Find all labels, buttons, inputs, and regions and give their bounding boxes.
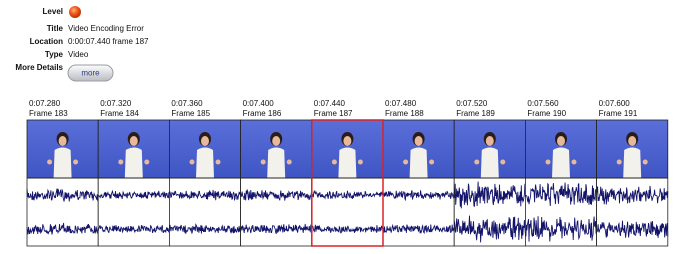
person-hand [500, 160, 505, 165]
person-body [552, 148, 570, 179]
person-body [54, 148, 72, 179]
frame-time: 0:07.320 [100, 99, 132, 108]
field-label: Level [43, 7, 63, 16]
frame-number: Frame 187 [314, 109, 353, 118]
level-indicator [69, 6, 81, 18]
person-face [59, 136, 67, 146]
frame-time: 0:07.280 [29, 99, 61, 108]
person-hand [429, 160, 434, 165]
person-face [486, 136, 494, 146]
frame-number: Frame 183 [29, 109, 68, 118]
more-button[interactable]: more [68, 65, 113, 81]
field-label: Type [45, 50, 64, 59]
person-face [130, 136, 138, 146]
frame-time: 0:07.600 [599, 99, 631, 108]
error-detail-view: Level Title Video Encoding Error Location 0:… [0, 0, 677, 249]
person-body [623, 148, 641, 179]
person-body [125, 148, 143, 179]
frame-time: 0:07.360 [171, 99, 203, 108]
person-body [267, 148, 285, 179]
person-hand [617, 160, 622, 165]
waveform-bg [383, 178, 454, 246]
field-label: Location [30, 37, 63, 46]
field-value: Video Encoding Error [68, 24, 144, 33]
frame-number: Frame 189 [456, 109, 495, 118]
waveform-bg [169, 178, 240, 246]
frame-number: Frame 188 [385, 109, 424, 118]
frame-time: 0:07.520 [456, 99, 488, 108]
field-label: Title [47, 24, 64, 33]
person-hand [546, 160, 551, 165]
person-body [196, 148, 214, 179]
person-hand [287, 160, 292, 165]
person-body [338, 148, 356, 179]
waveform-bg [98, 178, 169, 246]
person-hand [118, 160, 123, 165]
field-value: 0:00:07.440 frame 187 [68, 37, 149, 46]
waveform-bg [241, 178, 312, 246]
button-label: more [81, 69, 100, 78]
person-hand [474, 160, 479, 165]
person-hand [73, 160, 78, 165]
person-hand [643, 160, 648, 165]
frame-time: 0:07.480 [385, 99, 417, 108]
person-hand [572, 160, 577, 165]
frame-number: Frame 190 [527, 109, 566, 118]
person-hand [332, 160, 337, 165]
person-hand [47, 160, 52, 165]
person-face [557, 136, 565, 146]
person-face [201, 136, 209, 146]
person-hand [216, 160, 221, 165]
page: {"details": { "fields": [ {"label": "Lev… [0, 0, 677, 249]
field-value: Video [68, 50, 89, 59]
frame-time: 0:07.440 [314, 99, 346, 108]
frame-number: Frame 186 [243, 109, 282, 118]
person-body [481, 148, 499, 179]
person-face [343, 136, 351, 146]
person-face [628, 136, 636, 146]
frame-number: Frame 184 [100, 109, 139, 118]
waveform-bg [312, 178, 383, 246]
person-hand [190, 160, 195, 165]
details-panel: Level Title Video Encoding Error Location 0:… [15, 6, 149, 81]
waveform-bg [27, 178, 98, 246]
person-body [410, 148, 428, 179]
person-hand [403, 160, 408, 165]
person-hand [358, 160, 363, 165]
frame-time: 0:07.400 [243, 99, 275, 108]
person-face [272, 136, 280, 146]
frame-number: Frame 191 [599, 109, 638, 118]
person-face [415, 136, 423, 146]
frame-number: Frame 185 [171, 109, 210, 118]
frame-time: 0:07.560 [527, 99, 559, 108]
field-label: More Details [15, 63, 63, 72]
person-hand [144, 160, 149, 165]
person-hand [261, 160, 266, 165]
